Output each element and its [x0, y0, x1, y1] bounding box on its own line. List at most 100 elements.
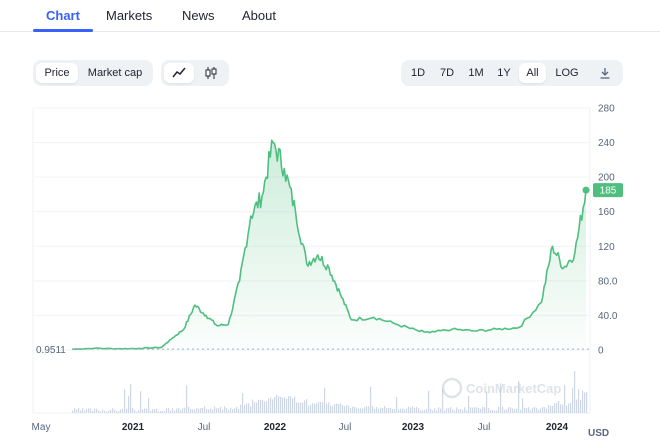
- volume-bar: [168, 408, 170, 413]
- chart-frame: [32, 107, 591, 414]
- volume-bar: [388, 407, 390, 413]
- volume-bar: [172, 408, 174, 413]
- volume-bar: [154, 409, 156, 413]
- volume-bar: [74, 408, 76, 413]
- volume-bar: [310, 404, 312, 413]
- volume-bar: [506, 409, 508, 413]
- volume-bar: [448, 408, 450, 413]
- tab-about[interactable]: About: [242, 8, 276, 23]
- volume-bar: [256, 402, 258, 413]
- volume-bar: [376, 407, 378, 413]
- volume-bar: [366, 406, 368, 413]
- volume-bar: [82, 408, 84, 413]
- volume-bar: [264, 401, 266, 413]
- volume-bar: [516, 408, 518, 413]
- volume-bar: [474, 407, 476, 413]
- volume-bar: [130, 383, 132, 413]
- tab-chart[interactable]: Chart: [46, 8, 80, 23]
- volume-bar: [118, 411, 120, 413]
- line-chart-icon[interactable]: [164, 63, 194, 83]
- active-tab-indicator: [33, 29, 93, 32]
- volume-bar: [90, 408, 92, 413]
- volume-bar: [380, 407, 382, 413]
- range-1m-button[interactable]: 1M: [468, 67, 484, 79]
- volume-bar: [530, 409, 532, 413]
- price-button[interactable]: Price: [36, 63, 78, 83]
- volume-bar: [340, 403, 342, 413]
- volume-bar: [272, 399, 274, 413]
- volume-bar: [478, 407, 480, 413]
- price-area: [72, 140, 586, 350]
- candlestick-icon[interactable]: [196, 63, 226, 83]
- volume-bar: [460, 409, 462, 413]
- volume-bar: [534, 406, 536, 413]
- volume-bar: [262, 399, 264, 413]
- volume-bar: [476, 407, 478, 413]
- volume-bar: [222, 409, 224, 413]
- volume-bar: [430, 408, 432, 413]
- volume-bar: [102, 409, 104, 413]
- price-chart[interactable]: 280 240 200 160 120 80.0 40.0 0 185 0.9511 Coin…: [0, 100, 660, 448]
- volume-bar: [232, 409, 234, 413]
- market-cap-button[interactable]: Market cap: [87, 67, 143, 79]
- volume-bar: [286, 398, 288, 413]
- volume-bar: [492, 410, 494, 413]
- volume-bar: [414, 407, 416, 413]
- volume-bar: [266, 401, 268, 413]
- volume-bar: [536, 407, 538, 413]
- volume-bar: [174, 410, 176, 413]
- volume-bar: [502, 406, 504, 413]
- volume-bar: [188, 406, 190, 413]
- volume-bar: [400, 408, 402, 413]
- volume-bar: [580, 399, 582, 413]
- volume-bar: [312, 403, 314, 413]
- y-axis: 280 240 200 160 120 80.0 40.0 0: [598, 104, 618, 357]
- download-icon[interactable]: [593, 63, 617, 83]
- volume-bar: [308, 405, 310, 413]
- volume-bar: [104, 410, 106, 413]
- volume-bar: [84, 410, 86, 413]
- volume-bar: [140, 391, 142, 413]
- volume-bar: [344, 406, 346, 413]
- tab-news[interactable]: News: [182, 8, 215, 23]
- volume-bar: [284, 397, 286, 413]
- volume-bar: [508, 407, 510, 413]
- volume-bar: [108, 410, 110, 413]
- range-7d-button[interactable]: 7D: [439, 67, 455, 79]
- volume-bar: [528, 407, 530, 413]
- volume-bar: [258, 399, 260, 413]
- current-price-badge: 185: [593, 183, 623, 198]
- volume-bar: [246, 403, 248, 413]
- volume-bar: [116, 411, 118, 413]
- volume-bar: [470, 407, 472, 413]
- range-1y-button[interactable]: 1Y: [497, 67, 511, 79]
- volume-bar: [368, 406, 370, 413]
- volume-bar: [230, 407, 232, 413]
- volume-bar: [216, 408, 218, 413]
- volume-bar: [576, 399, 578, 413]
- volume-bar: [574, 371, 576, 413]
- tab-markets[interactable]: Markets: [106, 8, 153, 23]
- volume-bar: [226, 408, 228, 413]
- volume-bar: [532, 407, 534, 413]
- volume-bar: [170, 410, 172, 413]
- volume-bar: [80, 410, 82, 413]
- log-scale-button[interactable]: LOG: [555, 67, 579, 79]
- volume-bar: [220, 406, 222, 413]
- volume-bar: [166, 408, 168, 413]
- volume-bar: [78, 408, 80, 413]
- range-1d-button[interactable]: 1D: [410, 67, 426, 79]
- volume-bar: [546, 408, 548, 413]
- y-tick-label: 240: [598, 138, 615, 149]
- range-all-button[interactable]: All: [519, 63, 546, 83]
- volume-bar: [282, 397, 284, 413]
- volume-bar: [314, 403, 316, 413]
- volume-bar: [336, 403, 338, 413]
- volume-bar: [270, 397, 272, 413]
- volume-bar: [328, 402, 330, 413]
- time-range-toggle: 1D 7D 1M 1Y All LOG: [401, 60, 623, 86]
- y-tick-label: 40.0: [598, 311, 618, 322]
- volume-bar: [128, 396, 130, 413]
- volume-bar: [496, 410, 498, 413]
- volume-bar: [214, 406, 216, 413]
